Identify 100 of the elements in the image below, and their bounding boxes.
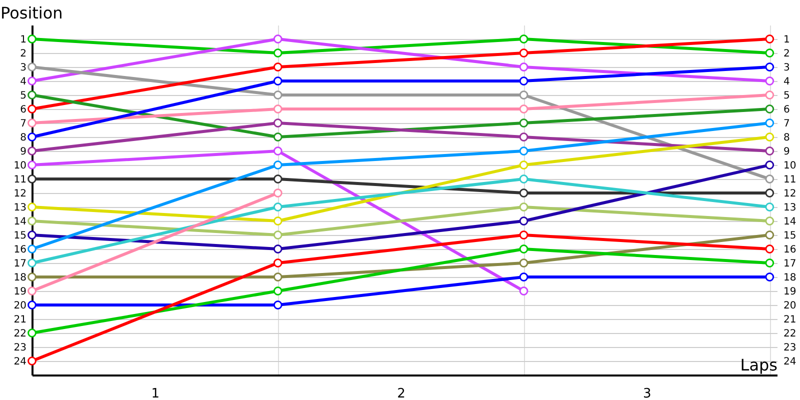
y2-tick-label: 23 (784, 342, 796, 354)
point (273, 34, 282, 44)
y-tick-label: 8 (20, 132, 26, 144)
y-tick-label: 24 (14, 356, 26, 368)
y2-tick-label: 13 (784, 202, 796, 214)
point (28, 230, 36, 240)
point (765, 188, 774, 198)
point (273, 104, 282, 114)
y2-tick-label: 8 (784, 132, 790, 144)
y-tick-label: 17 (14, 258, 26, 270)
y2-tick-label: 9 (784, 146, 790, 158)
point (765, 48, 774, 58)
point (28, 272, 36, 282)
point (28, 34, 36, 44)
y-tick-label: 11 (14, 174, 26, 186)
y2-tick-label: 4 (784, 76, 790, 88)
point (28, 174, 36, 184)
point (765, 160, 774, 170)
point (273, 118, 282, 128)
y2-tick-label: 10 (784, 160, 796, 172)
point (28, 356, 36, 366)
point (28, 104, 36, 114)
point (765, 272, 774, 282)
point (765, 174, 774, 184)
point (273, 146, 282, 156)
point (28, 132, 36, 142)
point (273, 76, 282, 86)
y-tick-label: 13 (14, 202, 26, 214)
y-tick-label: 10 (14, 160, 26, 172)
point (28, 216, 36, 226)
point (765, 118, 774, 128)
point (273, 174, 282, 184)
point (28, 90, 36, 100)
point (519, 202, 528, 212)
x-tick-label: 3 (643, 386, 652, 400)
point (28, 160, 36, 170)
y2-tick-label: 20 (784, 300, 796, 312)
point (273, 272, 282, 282)
y2-tick-label: 3 (784, 62, 790, 74)
point (273, 300, 282, 310)
y2-tick-label: 6 (784, 104, 790, 116)
point (28, 328, 36, 338)
point (765, 216, 774, 226)
point (273, 216, 282, 226)
point (519, 118, 528, 128)
y2-tick-label: 21 (784, 314, 796, 326)
point (765, 76, 774, 86)
point (519, 258, 528, 268)
y-tick-label: 15 (14, 230, 26, 242)
point (765, 146, 774, 156)
y2-tick-label: 16 (784, 244, 796, 256)
y2-tick-label: 2 (784, 48, 790, 60)
point (519, 244, 528, 254)
y2-tick-label: 22 (784, 328, 796, 340)
point (765, 132, 774, 142)
x-tick-label: 2 (397, 386, 406, 400)
y2-tick-label: 7 (784, 118, 790, 130)
point (28, 62, 36, 72)
y-tick-label: 23 (14, 342, 26, 354)
point (519, 272, 528, 282)
point (765, 90, 774, 100)
y-tick-label: 12 (14, 188, 26, 200)
point (273, 202, 282, 212)
y2-tick-label: 18 (784, 272, 796, 284)
point (765, 62, 774, 72)
y-tick-label: 4 (20, 76, 26, 88)
point (519, 62, 528, 72)
point (519, 90, 528, 100)
point (519, 34, 528, 44)
y-tick-label: 7 (20, 118, 26, 130)
y-tick-label: 22 (14, 328, 26, 340)
point (765, 230, 774, 240)
point (519, 76, 528, 86)
y2-tick-label: 24 (784, 356, 796, 368)
point (519, 286, 528, 296)
point (28, 146, 36, 156)
y2-tick-label: 1 (784, 34, 790, 46)
y-tick-label: 21 (14, 314, 26, 326)
point (28, 258, 36, 268)
point (519, 48, 528, 58)
y-tick-label: 14 (14, 216, 26, 228)
point (519, 216, 528, 226)
y2-tick-label: 5 (784, 90, 790, 102)
y2-tick-label: 14 (784, 216, 796, 228)
point (519, 230, 528, 240)
x-axis-title: Laps (740, 356, 778, 374)
y2-tick-label: 19 (784, 286, 796, 298)
point (273, 286, 282, 296)
point (519, 160, 528, 170)
y2-tick-label: 12 (784, 188, 796, 200)
y-axis-title: Position (0, 4, 63, 22)
point (28, 300, 36, 310)
point (273, 132, 282, 142)
y-tick-label: 6 (20, 104, 26, 116)
point (273, 62, 282, 72)
point (519, 188, 528, 198)
x-tick-label: 1 (151, 386, 160, 400)
point (273, 230, 282, 240)
y-tick-label: 18 (14, 272, 26, 284)
y-tick-label: 2 (20, 48, 26, 60)
